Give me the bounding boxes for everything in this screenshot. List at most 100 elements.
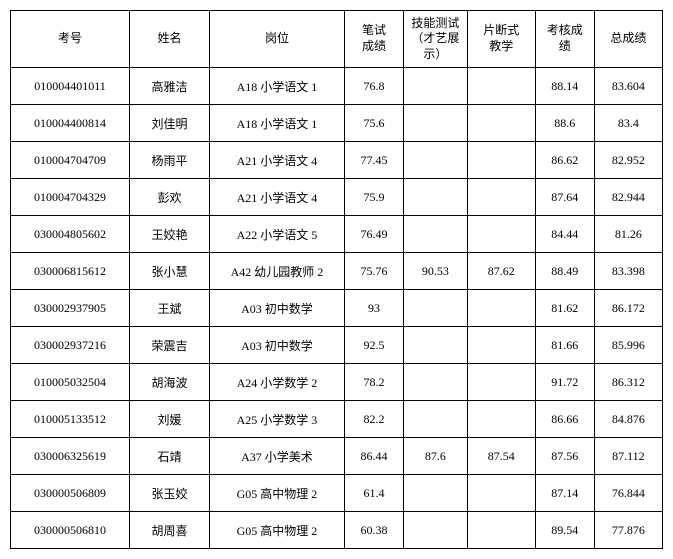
table-cell: A03 初中数学 — [209, 290, 344, 327]
table-row: 030006815612张小慧A42 幼儿园教师 275.7690.5387.6… — [11, 253, 663, 290]
table-row: 010004401011高雅洁A18 小学语文 176.888.1483.604 — [11, 68, 663, 105]
table-cell: 王姣艳 — [130, 216, 210, 253]
table-cell: A18 小学语文 1 — [209, 105, 344, 142]
table-cell — [467, 68, 535, 105]
table-cell: 89.54 — [535, 512, 594, 549]
table-row: 030000506810胡周喜G05 高中物理 260.38 89.5477.87… — [11, 512, 663, 549]
results-table: 考号姓名岗位笔试成绩技能测试（才艺展示）片断式教学考核成绩总成绩 0100044… — [10, 10, 663, 549]
table-cell — [467, 401, 535, 438]
table-cell: 77.876 — [594, 512, 662, 549]
table-cell — [404, 290, 468, 327]
table-cell: 61.4 — [345, 475, 404, 512]
header-cell: 技能测试（才艺展示） — [404, 11, 468, 68]
table-cell: 83.604 — [594, 68, 662, 105]
table-cell: A18 小学语文 1 — [209, 68, 344, 105]
table-cell: 87.56 — [535, 438, 594, 475]
table-cell: 87.64 — [535, 179, 594, 216]
table-cell: 胡周喜 — [130, 512, 210, 549]
table-cell: 87.6 — [404, 438, 468, 475]
table-cell: A42 幼儿园教师 2 — [209, 253, 344, 290]
table-row: 010005133512刘媛A25 小学数学 382.286.6684.876 — [11, 401, 663, 438]
header-cell: 笔试成绩 — [345, 11, 404, 68]
table-cell: 84.44 — [535, 216, 594, 253]
table-cell: 76.8 — [345, 68, 404, 105]
table-cell — [404, 68, 468, 105]
table-cell: 76.49 — [345, 216, 404, 253]
table-cell: 彭欢 — [130, 179, 210, 216]
table-cell: 010004704329 — [11, 179, 130, 216]
table-cell — [404, 179, 468, 216]
header-cell: 总成绩 — [594, 11, 662, 68]
table-cell: 86.62 — [535, 142, 594, 179]
table-cell: G05 高中物理 2 — [209, 475, 344, 512]
header-cell: 考号 — [11, 11, 130, 68]
table-cell: 82.2 — [345, 401, 404, 438]
table-cell: 84.876 — [594, 401, 662, 438]
table-cell: 010004704709 — [11, 142, 130, 179]
table-cell: 010005133512 — [11, 401, 130, 438]
table-row: 010004704709杨雨平A21 小学语文 477.4586.6282.95… — [11, 142, 663, 179]
table-cell: 75.9 — [345, 179, 404, 216]
table-cell: 60.38 — [345, 512, 404, 549]
table-cell — [467, 512, 535, 549]
table-cell — [404, 105, 468, 142]
table-row: 010004704329彭欢A21 小学语文 475.987.6482.944 — [11, 179, 663, 216]
table-cell: 86.312 — [594, 364, 662, 401]
table-cell: G05 高中物理 2 — [209, 512, 344, 549]
table-cell — [467, 475, 535, 512]
table-cell: 张小慧 — [130, 253, 210, 290]
table-cell: 030000506810 — [11, 512, 130, 549]
table-row: 030004805602王姣艳A22 小学语文 576.4984.4481.26 — [11, 216, 663, 253]
table-row: 030006325619石靖A37 小学美术86.4487.687.5487.5… — [11, 438, 663, 475]
table-cell — [404, 327, 468, 364]
table-cell: A21 小学语文 4 — [209, 179, 344, 216]
table-cell — [467, 105, 535, 142]
table-cell: 030006325619 — [11, 438, 130, 475]
table-cell: 010004401011 — [11, 68, 130, 105]
table-cell: A24 小学数学 2 — [209, 364, 344, 401]
table-cell: 88.49 — [535, 253, 594, 290]
table-cell: 92.5 — [345, 327, 404, 364]
table-cell: 高雅洁 — [130, 68, 210, 105]
table-cell: A25 小学数学 3 — [209, 401, 344, 438]
table-cell: 81.66 — [535, 327, 594, 364]
table-cell — [404, 475, 468, 512]
table-body: 010004401011高雅洁A18 小学语文 176.888.1483.604… — [11, 68, 663, 549]
table-row: 030002937905王斌A03 初中数学9381.6286.172 — [11, 290, 663, 327]
table-cell: 030000506809 — [11, 475, 130, 512]
table-cell: 76.844 — [594, 475, 662, 512]
header-cell: 片断式教学 — [467, 11, 535, 68]
table-cell: 王斌 — [130, 290, 210, 327]
table-cell: 78.2 — [345, 364, 404, 401]
table-cell: 030004805602 — [11, 216, 130, 253]
table-cell: 张玉姣 — [130, 475, 210, 512]
table-cell — [404, 216, 468, 253]
table-cell: 刘媛 — [130, 401, 210, 438]
table-cell: 77.45 — [345, 142, 404, 179]
table-cell: A37 小学美术 — [209, 438, 344, 475]
table-cell: 荣震吉 — [130, 327, 210, 364]
table-cell: 93 — [345, 290, 404, 327]
table-cell: 81.62 — [535, 290, 594, 327]
header-cell: 岗位 — [209, 11, 344, 68]
table-cell: 010004400814 — [11, 105, 130, 142]
table-cell: 87.112 — [594, 438, 662, 475]
table-cell — [467, 290, 535, 327]
header-cell: 姓名 — [130, 11, 210, 68]
table-cell: 030002937905 — [11, 290, 130, 327]
table-row: 010005032504胡海波A24 小学数学 278.291.7286.312 — [11, 364, 663, 401]
table-cell — [467, 327, 535, 364]
table-cell — [467, 216, 535, 253]
header-cell: 考核成绩 — [535, 11, 594, 68]
table-header: 考号姓名岗位笔试成绩技能测试（才艺展示）片断式教学考核成绩总成绩 — [11, 11, 663, 68]
table-cell: 杨雨平 — [130, 142, 210, 179]
table-cell: 石靖 — [130, 438, 210, 475]
table-cell: 87.14 — [535, 475, 594, 512]
table-cell — [404, 512, 468, 549]
table-cell: 030006815612 — [11, 253, 130, 290]
table-cell: A22 小学语文 5 — [209, 216, 344, 253]
table-cell: 87.54 — [467, 438, 535, 475]
table-cell: 86.44 — [345, 438, 404, 475]
table-cell: 刘佳明 — [130, 105, 210, 142]
table-cell — [467, 179, 535, 216]
